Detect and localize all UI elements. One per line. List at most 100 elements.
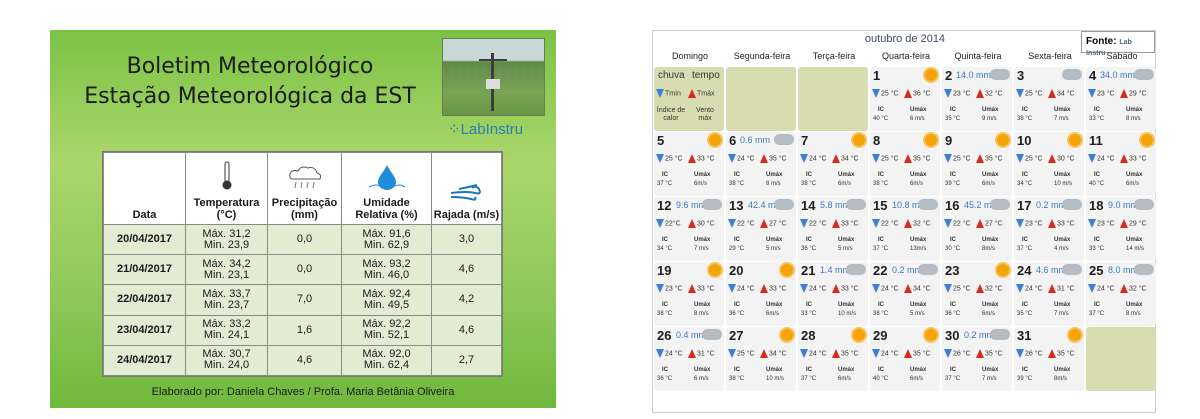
weekday-header: Terça-feira (812, 51, 856, 61)
calendar-day-cell: 12 9.6 mm 22°C 30 °C IC Umáx 34 °C 7 m/s (654, 197, 724, 261)
cell-gust: 4,2 (431, 284, 502, 316)
cell-temperature: Máx. 30,7 Min. 24,0 (185, 344, 268, 377)
bulletin-footer: Elaborado por: Daniela Chaves / Profa. M… (151, 386, 455, 398)
calendar-day-cell: 21 1.4 mm 24 °C 33 °C IC Umáx 33 °C 10 m/s (798, 262, 868, 326)
calendar-day-cell: 27 25 °C 34 °C IC Umáx 38 °C 10 m/s (726, 327, 796, 391)
cell-gust: 4,6 (431, 314, 502, 346)
cell-date: 23/04/2017 (103, 314, 186, 346)
sun-icon (1069, 134, 1081, 146)
weather-calendar: outubro de 2014 Fonte: Lab Instru Doming… (652, 30, 1156, 413)
header-date: Data (103, 152, 186, 225)
table-row: 24/04/2017 Máx. 30,7 Min. 24,0 4,6 Máx. 92,0… (103, 344, 502, 377)
calendar-day-cell: 31 26 °C 35 °C IC Umáx 39 °C 8m/s (1014, 327, 1084, 391)
cell-precipitation: 4,6 (267, 344, 342, 377)
calendar-day-cell: 23 25 °C 32 °C IC Umáx 36 °C 6m/s (942, 262, 1012, 326)
calendar-day-cell: 28 24 °C 35 °C IC Umáx 37 °C 6m/s (798, 327, 868, 391)
rain-cloud-icon (990, 329, 1010, 340)
water-drop-icon (368, 165, 405, 190)
station-photo (442, 38, 545, 116)
sun-icon (781, 329, 793, 341)
calendar-day-cell: 14 5.8 mm 22 °C 33 °C IC Umáx 36 °C 5 m/s (798, 197, 868, 261)
calendar-day-cell: 30 0.2 mm 26 °C 35 °C IC Umáx 37 °C 7 m/s (942, 327, 1012, 391)
calendar-legend: chuva tempo Tmín Tmáx Índice de calor Vento… (654, 67, 724, 131)
calendar-day-cell: 29 24 °C 35 °C IC Umáx 40 °C 6m/s (870, 327, 940, 391)
cell-gust: 3,0 (431, 223, 502, 256)
thermometer-icon (222, 161, 231, 190)
cell-precipitation: 1,6 (267, 314, 342, 346)
calendar-empty-cell (1086, 327, 1156, 391)
cell-humidity: Máx. 91,6 Min. 62,9 (341, 223, 432, 256)
header-precipitation: Precipitação (mm) (267, 152, 342, 225)
source-box: Fonte: Lab Instru (1081, 31, 1155, 57)
calendar-day-cell: 15 10.8 mm 22 °C 32 °C IC Umáx 37 °C 13m/s (870, 197, 940, 261)
calendar-day-cell: 3 25 °C 34 °C IC Umáx 38 °C 7 m/s (1014, 67, 1084, 131)
calendar-day-cell: 25 8.0 mm 24 °C 32 °C IC Umáx 37 °C 8 m/s (1086, 262, 1156, 326)
weekday-header: Sexta-feira (1028, 51, 1072, 61)
cell-precipitation: 7,0 (267, 284, 342, 316)
calendar-day-cell: 16 45.2 mm 22 °C 27 °C IC Umáx 30 °C 8m/s (942, 197, 1012, 261)
calendar-day-cell: 24 4.6 mm 24 °C 31 °C IC Umáx 35 °C 7 m/s (1014, 262, 1084, 326)
rain-cloud-icon (1062, 69, 1082, 80)
cell-humidity: Máx. 92,2 Min. 52,1 (341, 314, 432, 346)
calendar-day-cell: 18 9.0 mm 23 °C 29 °C IC Umáx 33 °C 14 m/s (1086, 197, 1156, 261)
cell-temperature: Máx. 31,2 Min. 23,9 (185, 223, 268, 256)
rain-cloud-icon (918, 199, 938, 210)
table-row: 22/04/2017 Máx. 33,7 Min. 23,7 7,0 Máx. 92,4… (103, 284, 502, 316)
calendar-day-cell: 9 25 °C 35 °C IC Umáx 39 °C 6m/s (942, 132, 1012, 196)
table-row: 23/04/2017 Máx. 33,2 Min. 24,1 1,6 Máx. 92,2… (103, 314, 502, 346)
weekday-header: Sábado (1106, 51, 1138, 61)
calendar-day-cell: 22 0.2 mm 24 °C 34 °C IC Umáx 38 °C 5 m/s (870, 262, 940, 326)
cell-precipitation: 0,0 (267, 223, 342, 256)
calendar-day-cell: 8 25 °C 35 °C IC Umáx 38 °C 6m/s (870, 132, 940, 196)
cell-precipitation: 0,0 (267, 254, 342, 286)
calendar-day-cell: 4 34.0 mm 23 °C 29 °C IC Umáx 33 °C 8 m/s (1086, 67, 1156, 131)
calendar-day-cell: 7 24 °C 34 °C IC Umáx 38 °C 6m/s (798, 132, 868, 196)
bulletin-table: Data Temperatura (°C) Precipitação (mm) … (102, 151, 503, 377)
cell-humidity: Máx. 92,0 Min. 62,4 (341, 344, 432, 377)
table-row: 21/04/2017 Máx. 34,2 Min. 23,1 0,0 Máx. 93,2… (103, 254, 502, 286)
sun-icon (1069, 329, 1081, 341)
labinstru-logo: ⁘LabInstru (448, 121, 524, 138)
title-line-2: Estação Meteorológica da EST (84, 84, 416, 109)
rain-cloud-icon (1062, 264, 1082, 275)
cell-gust: 2,7 (431, 344, 502, 377)
cell-date: 20/04/2017 (103, 223, 186, 256)
sun-icon (781, 264, 793, 276)
bulletin-panel: Boletim Meteorológico Estação Meteorológ… (50, 30, 556, 408)
sun-icon (925, 69, 937, 81)
cell-date: 21/04/2017 (103, 254, 186, 286)
rain-cloud-icon (990, 69, 1010, 80)
calendar-day-cell: 2 14.0 mm 23 °C 32 °C IC Umáx 35 °C 9 m/s (942, 67, 1012, 131)
calendar-empty-cell (798, 67, 868, 131)
rain-cloud-icon (846, 264, 866, 275)
sun-icon (853, 134, 865, 146)
calendar-day-cell: 19 23 °C 33 °C IC Umáx 38 °C 8 m/s (654, 262, 724, 326)
rain-cloud-icon (1134, 69, 1154, 80)
sun-icon (997, 134, 1009, 146)
rain-cloud-icon (846, 199, 866, 210)
rain-cloud-icon (702, 329, 722, 340)
weekday-header: Domingo (671, 51, 709, 61)
bulletin-title: Boletim Meteorológico Estação Meteorológ… (80, 52, 420, 112)
cell-date: 22/04/2017 (103, 284, 186, 316)
header-humidity: Umidade Relativa (%) (341, 152, 432, 225)
title-line-1: Boletim Meteorológico (126, 54, 374, 79)
calendar-day-cell: 13 42.4 mm 22 °C 27 °C IC Umáx 29 °C 5 m/s (726, 197, 796, 261)
table-row: 20/04/2017 Máx. 31,2 Min. 23,9 0,0 Máx. 91,6… (103, 223, 502, 256)
cell-temperature: Máx. 33,2 Min. 24,1 (185, 314, 268, 346)
cell-date: 24/04/2017 (103, 344, 186, 377)
sun-icon (997, 264, 1009, 276)
cell-gust: 4,6 (431, 254, 502, 286)
cell-humidity: Máx. 92,4 Min. 49,5 (341, 284, 432, 316)
rain-cloud-icon (1134, 199, 1154, 210)
calendar-day-cell: 1 25 °C 36 °C IC Umáx 40 °C 6 m/s (870, 67, 940, 131)
header-temperature: Temperatura (°C) (185, 152, 268, 225)
sun-icon (1141, 134, 1153, 146)
sun-icon (925, 134, 937, 146)
calendar-month: outubro de 2014 (864, 33, 946, 45)
calendar-day-cell: 5 25 °C 33 °C IC Umáx 37 °C 6m/s (654, 132, 724, 196)
sun-icon (925, 329, 937, 341)
rain-cloud-icon (774, 199, 794, 210)
calendar-day-cell: 6 0.6 mm 24 °C 35 °C IC Umáx 38 °C 8 m/s (726, 132, 796, 196)
rain-cloud-icon (1134, 264, 1154, 275)
